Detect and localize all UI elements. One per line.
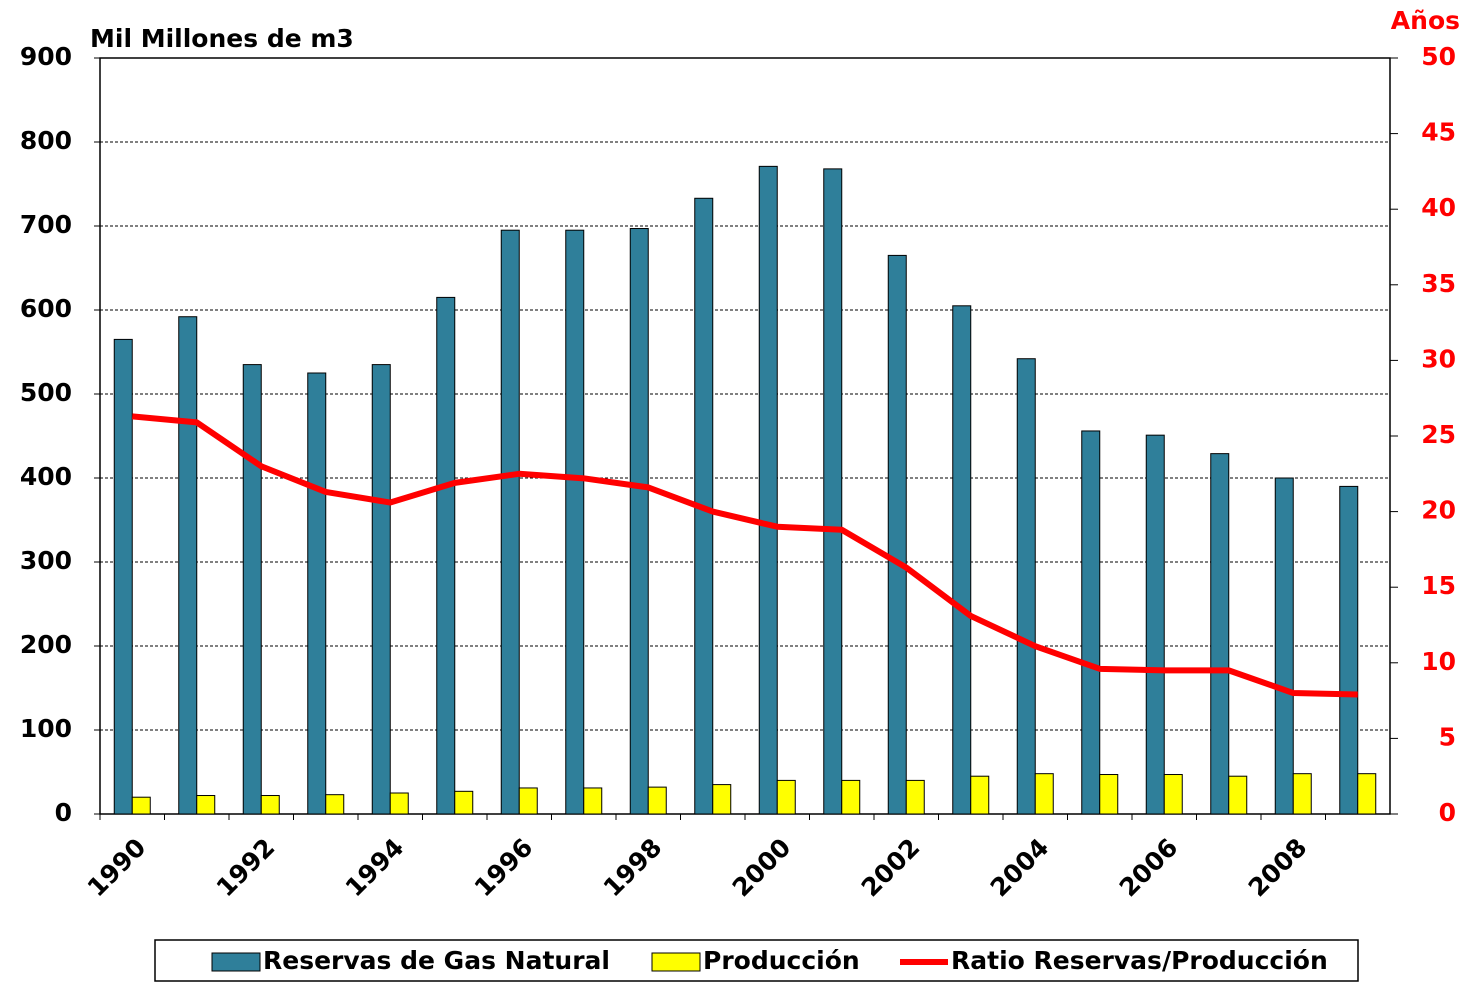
legend-label: Ratio Reservas/Producción [951, 946, 1328, 975]
bar [565, 229, 585, 815]
legend-box [154, 939, 1359, 982]
bar [887, 254, 907, 815]
bar [371, 364, 391, 815]
bar [1016, 358, 1036, 815]
bar [307, 372, 327, 815]
bar [196, 795, 216, 815]
y2-tick-label: 35 [1421, 269, 1456, 298]
legend-swatch [651, 952, 701, 972]
bar [1339, 485, 1359, 815]
bar [325, 794, 345, 815]
bar [629, 228, 649, 815]
line [131, 413, 1358, 698]
bar [1274, 477, 1294, 815]
bar [1228, 775, 1248, 815]
y2-tick-label: 10 [1421, 647, 1456, 676]
legend-label: Producción [703, 946, 860, 975]
bar [1099, 774, 1119, 815]
bar [113, 338, 133, 815]
bar [647, 786, 667, 815]
y-tick-label: 100 [20, 714, 72, 743]
y2-tick-label: 40 [1421, 193, 1456, 222]
legend-swatch [211, 952, 261, 972]
bar [389, 792, 409, 815]
y2-axis-label: Años [1391, 6, 1460, 35]
y2-tick-label: 15 [1421, 571, 1456, 600]
bar [1081, 430, 1101, 815]
bar [758, 165, 778, 815]
bar [583, 787, 603, 815]
y-tick-label: 200 [20, 630, 72, 659]
y2-tick-label: 0 [1439, 798, 1456, 827]
y-axis-label: Mil Millones de m3 [90, 24, 354, 53]
y-tick-label: 900 [20, 42, 72, 71]
y-tick-label: 0 [55, 798, 72, 827]
bar [1292, 773, 1312, 815]
y2-tick-label: 20 [1421, 496, 1456, 525]
y2-tick-label: 5 [1439, 722, 1456, 751]
bar [970, 775, 990, 815]
bar [436, 296, 456, 815]
y-tick-label: 500 [20, 378, 72, 407]
y-tick-label: 400 [20, 462, 72, 491]
bar [518, 787, 538, 815]
y-tick-label: 300 [20, 546, 72, 575]
y-tick-label: 800 [20, 126, 72, 155]
bar [712, 784, 732, 815]
y2-tick-label: 25 [1421, 420, 1456, 449]
legend-label: Reservas de Gas Natural [263, 946, 610, 975]
bar [260, 795, 280, 815]
bar [905, 779, 925, 815]
bar [776, 779, 796, 815]
y2-tick-label: 45 [1421, 118, 1456, 147]
bar [1034, 773, 1054, 815]
bar [841, 779, 861, 815]
y2-tick-label: 50 [1421, 42, 1456, 71]
bar [178, 316, 198, 815]
bar [1145, 434, 1165, 815]
bar [1163, 774, 1183, 815]
y2-tick-label: 30 [1421, 344, 1456, 373]
bar [1210, 453, 1230, 815]
bar [242, 364, 262, 815]
bar [1357, 773, 1377, 815]
bar [823, 168, 843, 815]
bar [952, 305, 972, 815]
bar [500, 229, 520, 815]
bar [131, 796, 151, 815]
y-tick-label: 700 [20, 210, 72, 239]
y-tick-label: 600 [20, 294, 72, 323]
bar [454, 790, 474, 815]
